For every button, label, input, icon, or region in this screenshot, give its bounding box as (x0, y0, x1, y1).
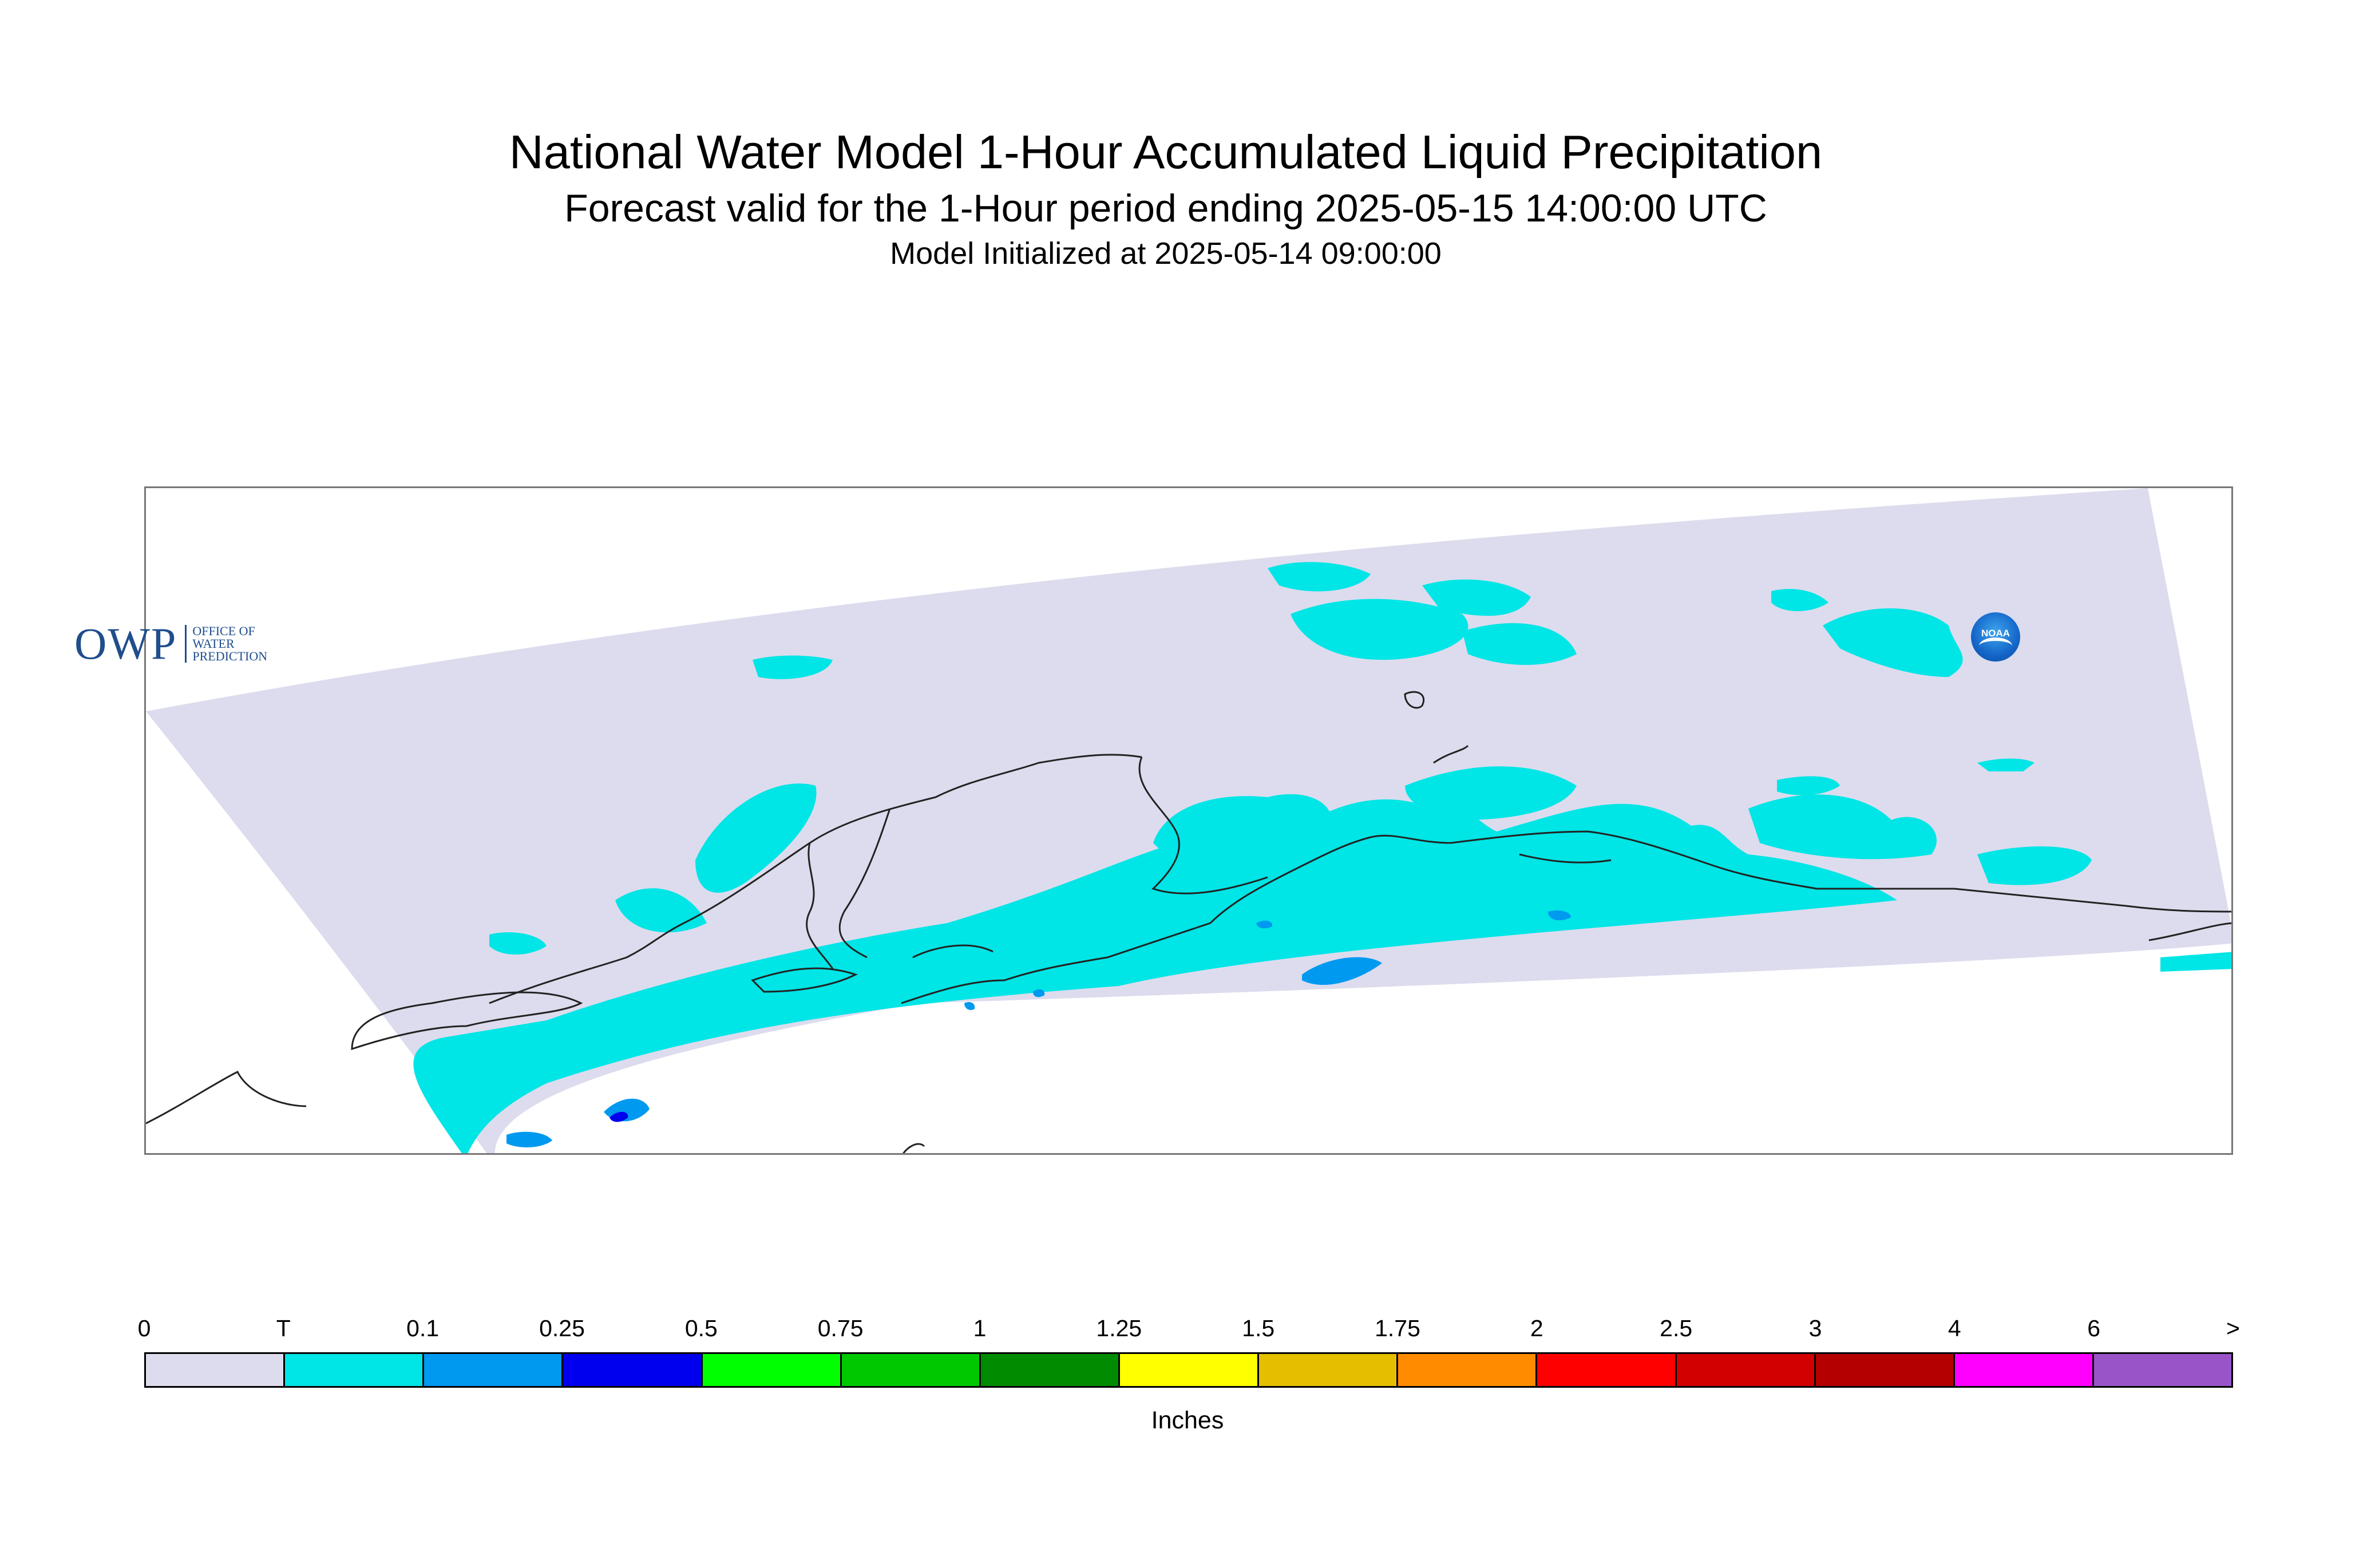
legend-tick-label: 0.25 (539, 1315, 585, 1341)
legend-tick-label: T (276, 1315, 291, 1341)
trace-precip-regions (413, 562, 2231, 1153)
legend-tick-label: 6 (2087, 1315, 2101, 1341)
legend-swatch (2093, 1354, 2232, 1386)
noaa-gull-icon (1979, 638, 2012, 655)
legend-swatch (702, 1354, 842, 1386)
light-blue-precip-regions (506, 910, 1571, 1147)
legend-tick-label: 1 (973, 1315, 987, 1341)
legend-tick-label: 3 (1808, 1315, 1822, 1341)
precipitation-map (146, 488, 2231, 1153)
dark-blue-precip-region (609, 1111, 628, 1122)
legend-tick-labels: 0 T 0.1 0.25 0.5 0.75 1 1.25 1.5 1.75 2 2.5 3 4 6 > (138, 1315, 2240, 1344)
legend-swatch (1815, 1354, 1955, 1386)
legend-swatch (980, 1354, 1120, 1386)
legend-tick-label: 1.25 (1096, 1315, 1142, 1341)
owp-logo-line: WATER (192, 636, 235, 651)
legend-tick-label: 0.1 (406, 1315, 440, 1341)
owp-logo-mark: OWP (74, 619, 177, 668)
owp-logo-subtext: OFFICE OF WATER PREDICTION (185, 625, 267, 663)
legend-swatch (841, 1354, 981, 1386)
legend-tick-label: > (2226, 1315, 2240, 1341)
legend-swatch (1259, 1354, 1399, 1386)
noaa-logo: NOAA (1971, 612, 2020, 662)
legend-swatch (1537, 1354, 1677, 1386)
legend-tick-label: 0 (137, 1315, 151, 1341)
owp-logo-line: OFFICE OF (192, 624, 255, 638)
legend-tick-label: 1.5 (1242, 1315, 1275, 1341)
legend-swatch (1398, 1354, 1538, 1386)
owp-logo-line: PREDICTION (192, 649, 268, 663)
map-title: National Water Model 1-Hour Accumulated … (509, 125, 1823, 179)
legend-swatch (1676, 1354, 1816, 1386)
legend-swatch (146, 1354, 286, 1386)
legend-swatch (285, 1354, 425, 1386)
legend-swatch (1119, 1354, 1260, 1386)
legend-swatch (1954, 1354, 2094, 1386)
map-panel (144, 486, 2233, 1155)
legend-tick-label: 1.75 (1375, 1315, 1420, 1341)
model-init-line: Model Initialized at 2025-05-14 09:00:00 (890, 236, 1442, 271)
legend-tick-label: 4 (1948, 1315, 1961, 1341)
coastlines (146, 691, 2231, 1153)
map-subtitle: Forecast valid for the 1-Hour period end… (564, 187, 1767, 230)
legend-tick-label: 0.75 (817, 1315, 864, 1341)
legend-swatch (424, 1354, 564, 1386)
legend-tick-label: 2.5 (1660, 1315, 1693, 1341)
owp-logo: OWP OFFICE OF WATER PREDICTION (74, 618, 267, 670)
legend-colorbar (144, 1352, 2233, 1388)
legend-units-label: Inches (1151, 1407, 1224, 1434)
legend-tick-label: 2 (1530, 1315, 1543, 1341)
noaa-logo-text: NOAA (1981, 628, 2010, 639)
legend-swatch (563, 1354, 703, 1386)
legend-tick-label: 0.5 (684, 1315, 718, 1341)
